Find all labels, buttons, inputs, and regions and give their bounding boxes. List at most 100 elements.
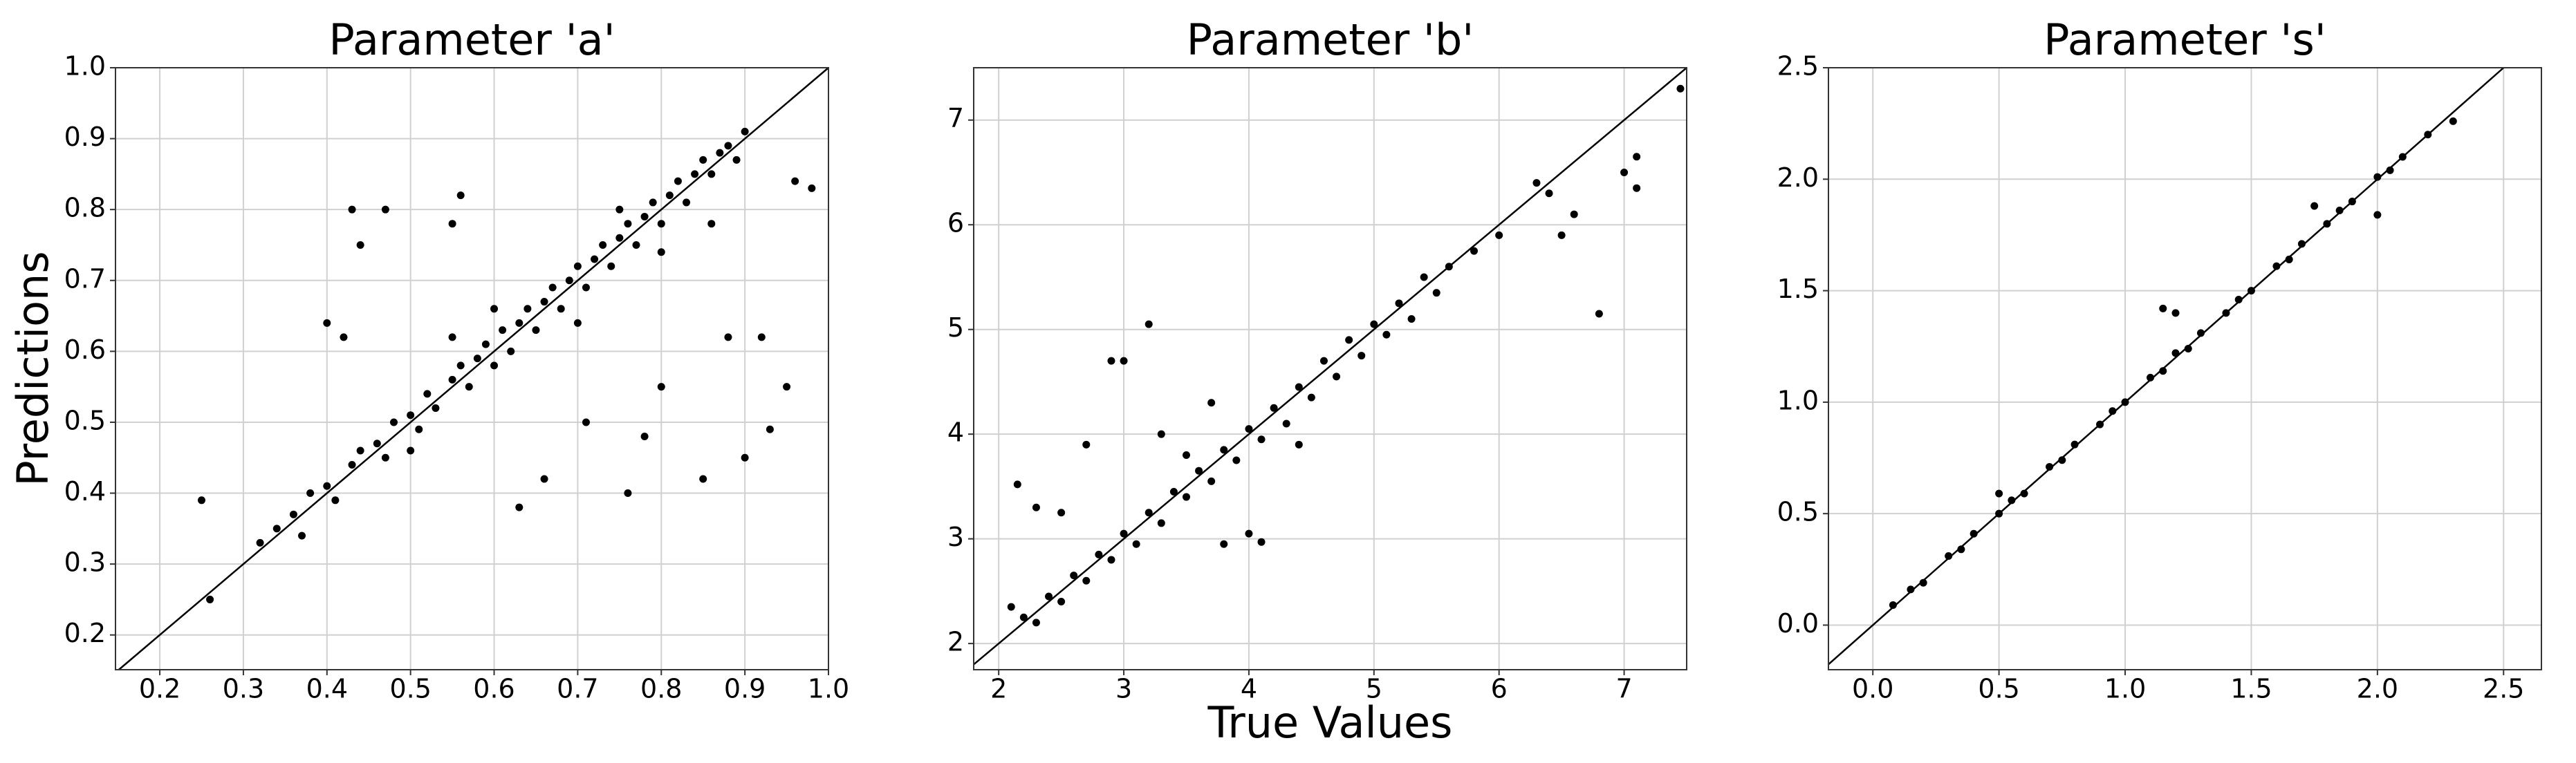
- x-tick-label: 2: [990, 674, 1007, 704]
- x-tick-label: 0.5: [1978, 674, 2019, 704]
- point: [2171, 309, 2180, 317]
- point: [1120, 357, 1128, 365]
- point: [1945, 552, 1953, 560]
- point: [808, 184, 816, 192]
- point: [432, 404, 440, 412]
- point: [2121, 398, 2129, 406]
- point: [1420, 273, 1428, 281]
- point: [599, 241, 607, 249]
- point: [323, 482, 331, 490]
- point: [206, 595, 214, 603]
- x-tick-label: 0.6: [473, 674, 515, 704]
- point: [1407, 315, 1416, 323]
- point: [1157, 519, 1165, 527]
- axes-frame: [115, 67, 829, 670]
- point: [1470, 247, 1479, 255]
- point: [407, 446, 415, 455]
- point: [1207, 399, 1216, 407]
- point: [507, 347, 515, 355]
- point: [2234, 295, 2243, 303]
- point: [573, 262, 582, 270]
- point: [624, 489, 632, 498]
- point: [515, 503, 523, 511]
- point: [1257, 538, 1266, 546]
- point: [757, 333, 766, 341]
- y-tick-label: 1.5: [1777, 274, 1819, 304]
- point: [1445, 263, 1453, 271]
- point: [699, 156, 707, 164]
- point: [766, 425, 774, 433]
- point: [298, 531, 306, 540]
- x-tick-label: 0.4: [306, 674, 348, 704]
- point: [591, 255, 599, 263]
- point: [1676, 84, 1685, 93]
- point: [1570, 210, 1578, 218]
- point: [523, 305, 532, 313]
- point: [381, 205, 389, 214]
- point: [1557, 231, 1566, 239]
- point: [2386, 166, 2394, 174]
- point: [1045, 592, 1053, 601]
- x-tick-label: 0.2: [139, 674, 180, 704]
- identity-line: [973, 67, 1687, 666]
- point: [465, 383, 473, 391]
- point: [1907, 585, 1915, 594]
- point: [1032, 619, 1040, 627]
- y-tick-label: 2.5: [1777, 51, 1819, 82]
- point: [665, 191, 674, 200]
- point: [707, 220, 716, 228]
- point: [1307, 393, 1315, 402]
- point: [741, 127, 749, 135]
- point: [1257, 435, 1266, 444]
- point: [1345, 336, 1353, 344]
- point: [1370, 320, 1378, 328]
- point: [481, 340, 490, 348]
- point: [1295, 440, 1303, 449]
- point: [1057, 509, 1066, 517]
- point: [1382, 330, 1391, 339]
- point: [1120, 529, 1128, 538]
- point: [2323, 220, 2331, 228]
- point: [1019, 613, 1028, 621]
- point: [640, 212, 649, 220]
- point: [783, 383, 791, 391]
- point: [456, 191, 465, 200]
- point: [2348, 198, 2356, 206]
- point: [1157, 430, 1165, 438]
- point: [490, 305, 499, 313]
- point: [2247, 287, 2255, 295]
- axes-frame: [973, 67, 1687, 670]
- point: [1169, 487, 1178, 496]
- chart-title: Parameter 'b': [1187, 15, 1474, 65]
- point: [791, 177, 799, 185]
- y-tick-label: 0.8: [64, 193, 106, 223]
- point: [1182, 493, 1190, 501]
- point: [1107, 556, 1115, 564]
- x-tick-label: 0.9: [724, 674, 766, 704]
- point: [1595, 310, 1603, 318]
- point: [615, 205, 624, 214]
- y-tick-label: 0.2: [64, 618, 106, 648]
- point: [2222, 309, 2230, 317]
- point: [356, 446, 364, 455]
- point: [1270, 404, 1278, 412]
- point: [741, 453, 749, 462]
- point: [1620, 168, 1629, 176]
- point: [1220, 540, 1228, 548]
- y-tick-label: 7: [947, 103, 964, 133]
- point: [2058, 456, 2066, 464]
- point: [256, 538, 264, 547]
- point: [340, 333, 348, 341]
- point: [2147, 373, 2155, 382]
- point: [1495, 231, 1503, 239]
- y-tick-label: 0.4: [64, 476, 106, 507]
- point: [582, 418, 590, 426]
- point: [565, 276, 573, 285]
- point: [515, 319, 523, 327]
- point: [724, 333, 732, 341]
- point: [1995, 509, 2003, 518]
- point: [674, 177, 682, 185]
- point: [615, 234, 624, 242]
- point: [1145, 509, 1153, 517]
